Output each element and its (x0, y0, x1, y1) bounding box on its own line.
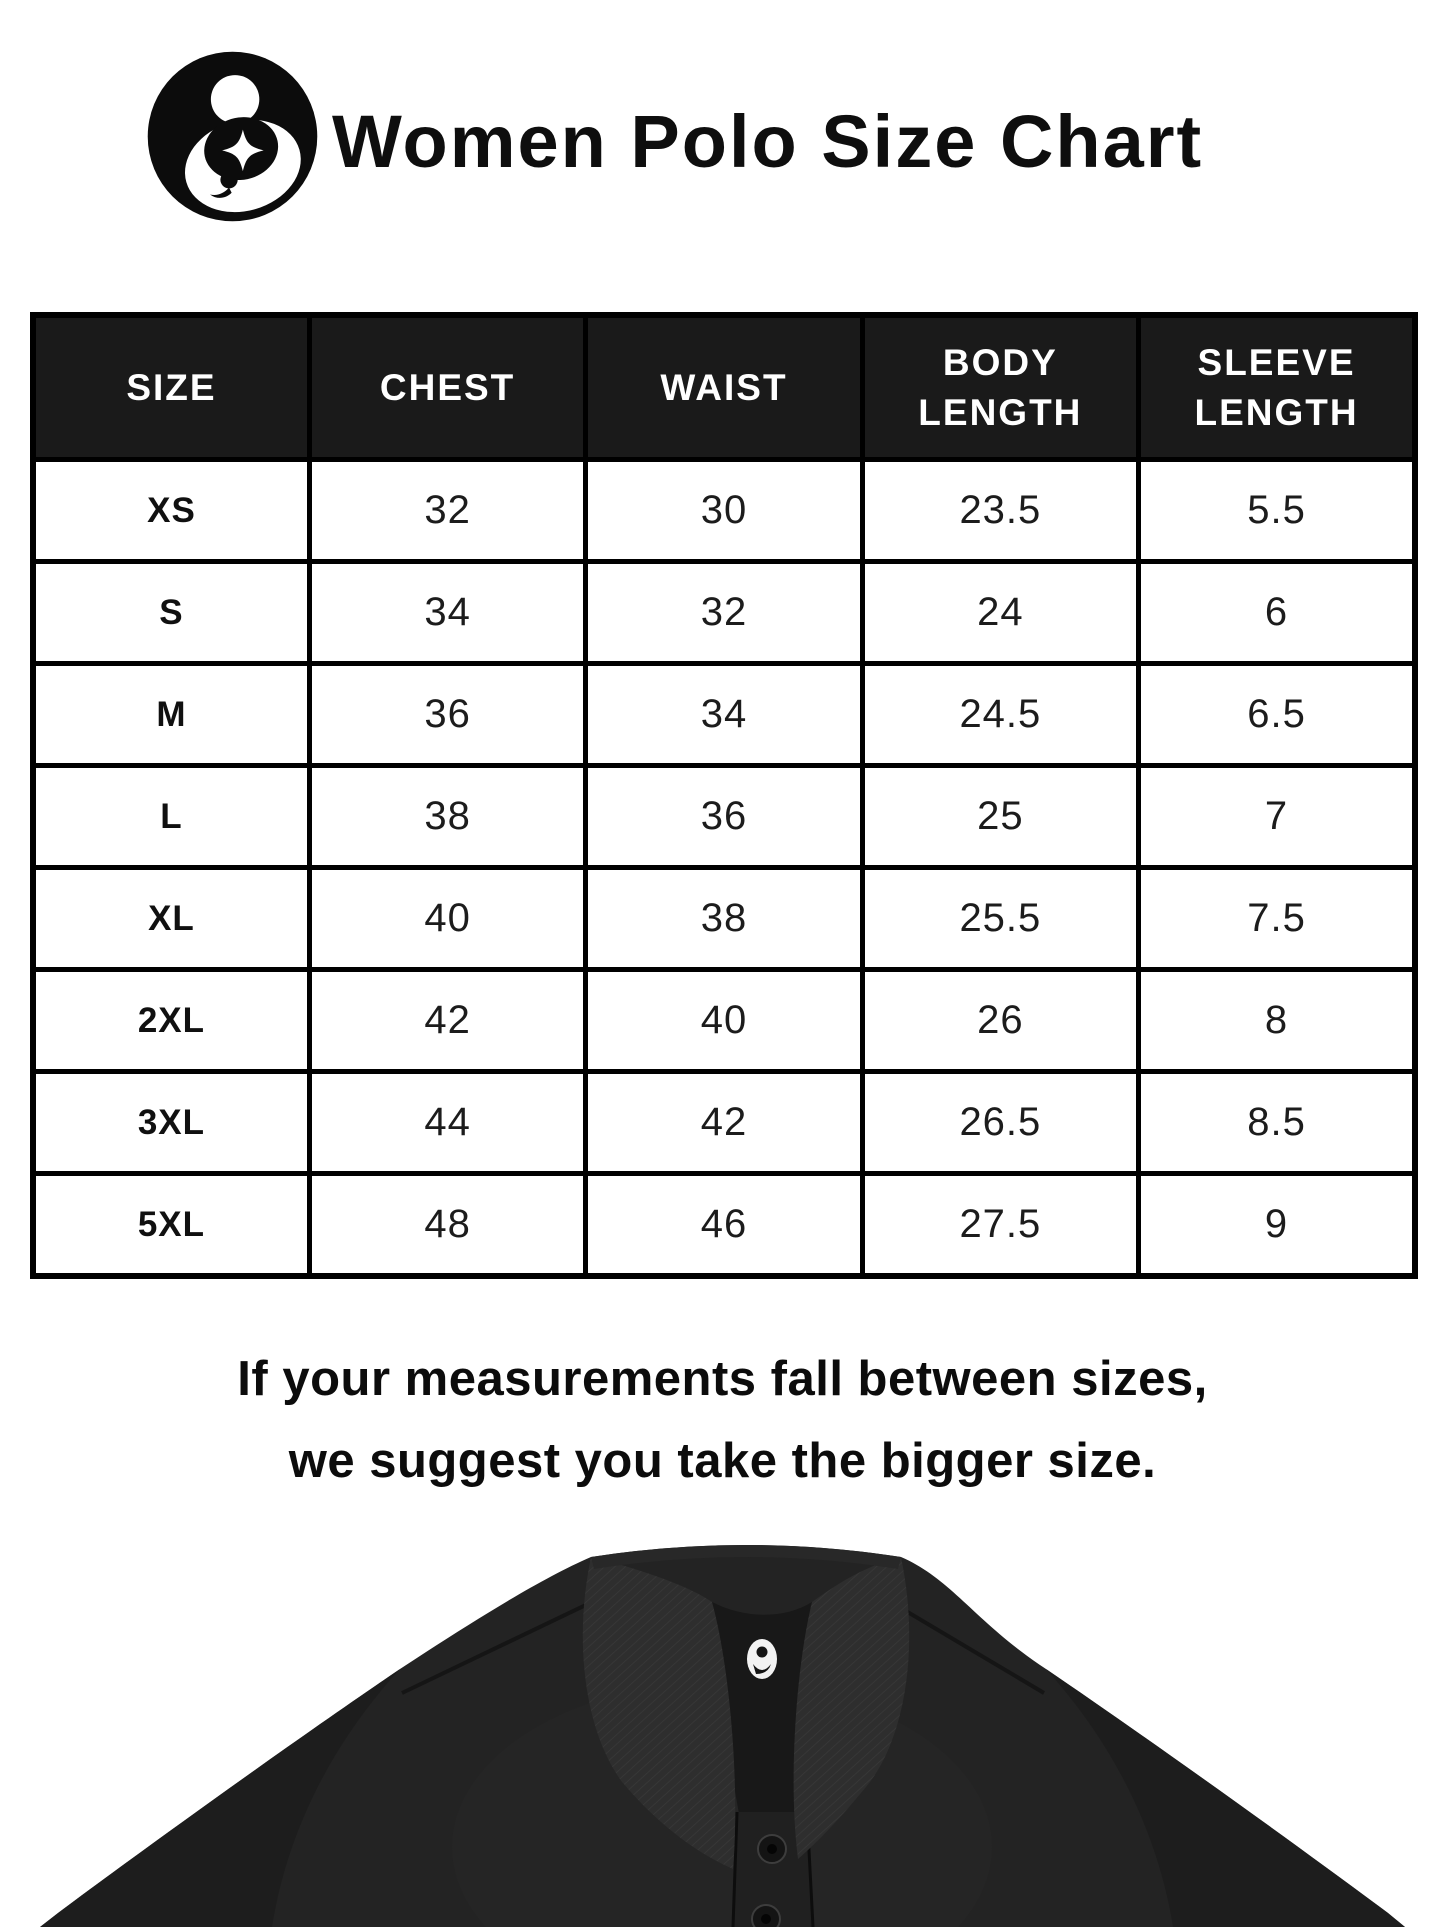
value-cell: 36 (583, 763, 865, 870)
table-row: 3XL 44 42 26.5 8.5 (30, 1069, 1418, 1176)
value-cell: 38 (583, 865, 865, 972)
table-row: XS 32 30 23.5 5.5 (30, 457, 1418, 564)
size-cell: 2XL (30, 967, 312, 1074)
page-title: Women Polo Size Chart (332, 100, 1204, 183)
value-cell: 48 (306, 1171, 589, 1279)
value-cell: 9 (1136, 1171, 1418, 1279)
value-cell: 26.5 (859, 1069, 1142, 1176)
value-cell: 5.5 (1136, 457, 1418, 564)
header-row: SIZE CHEST WAIST BODY LENGTH SLEEVE LENG… (30, 312, 1418, 462)
size-table-body: XS 32 30 23.5 5.5 S 34 32 24 6 M 36 34 (30, 457, 1418, 1279)
column-header-size: SIZE (30, 312, 312, 462)
value-cell: 34 (583, 661, 865, 768)
size-table: SIZE CHEST WAIST BODY LENGTH SLEEVE LENG… (30, 312, 1418, 1279)
value-cell: 23.5 (859, 457, 1142, 564)
value-cell: 24 (859, 559, 1142, 666)
value-cell: 40 (583, 967, 865, 1074)
size-cell: XS (30, 457, 312, 564)
value-cell: 7 (1136, 763, 1418, 870)
value-cell: 24.5 (859, 661, 1142, 768)
column-header-waist: WAIST (583, 312, 865, 462)
value-cell: 7.5 (1136, 865, 1418, 972)
value-cell: 38 (306, 763, 589, 870)
table-row: XL 40 38 25.5 7.5 (30, 865, 1418, 972)
size-cell: XL (30, 865, 312, 972)
value-cell: 25 (859, 763, 1142, 870)
size-table-header: SIZE CHEST WAIST BODY LENGTH SLEEVE LENG… (30, 312, 1418, 462)
value-cell: 6 (1136, 559, 1418, 666)
sizing-note-line2: we suggest you take the bigger size. (288, 1434, 1157, 1488)
neck-label-logo (747, 1639, 777, 1679)
table-row: L 38 36 25 7 (30, 763, 1418, 870)
value-cell: 32 (306, 457, 589, 564)
value-cell: 8 (1136, 967, 1418, 1074)
column-header-chest: CHEST (306, 312, 589, 462)
value-cell: 42 (583, 1069, 865, 1176)
size-cell: L (30, 763, 312, 870)
sizing-note-line1: If your measurements fall between sizes, (237, 1352, 1208, 1406)
size-cell: 3XL (30, 1069, 312, 1176)
polo-button (757, 1834, 787, 1864)
value-cell: 44 (306, 1069, 589, 1176)
table-row: M 36 34 24.5 6.5 (30, 661, 1418, 768)
table-row: 5XL 48 46 27.5 9 (30, 1171, 1418, 1279)
column-header-body-length: BODY LENGTH (859, 312, 1142, 462)
value-cell: 27.5 (859, 1171, 1142, 1279)
size-table-container: SIZE CHEST WAIST BODY LENGTH SLEEVE LENG… (30, 312, 1418, 1279)
size-cell: 5XL (30, 1171, 312, 1279)
value-cell: 40 (306, 865, 589, 972)
value-cell: 34 (306, 559, 589, 666)
value-cell: 46 (583, 1171, 865, 1279)
table-row: S 34 32 24 6 (30, 559, 1418, 666)
size-cell: S (30, 559, 312, 666)
brand-logo-icon (147, 51, 318, 222)
polo-shirt-image (40, 1545, 1405, 1927)
value-cell: 30 (583, 457, 865, 564)
table-row: 2XL 42 40 26 8 (30, 967, 1418, 1074)
value-cell: 25.5 (859, 865, 1142, 972)
column-header-sleeve-length: SLEEVE LENGTH (1136, 312, 1418, 462)
sizing-note: If your measurements fall between sizes,… (0, 1338, 1445, 1502)
value-cell: 36 (306, 661, 589, 768)
size-cell: M (30, 661, 312, 768)
value-cell: 32 (583, 559, 865, 666)
value-cell: 42 (306, 967, 589, 1074)
value-cell: 6.5 (1136, 661, 1418, 768)
value-cell: 26 (859, 967, 1142, 1074)
polo-button (751, 1904, 781, 1927)
value-cell: 8.5 (1136, 1069, 1418, 1176)
